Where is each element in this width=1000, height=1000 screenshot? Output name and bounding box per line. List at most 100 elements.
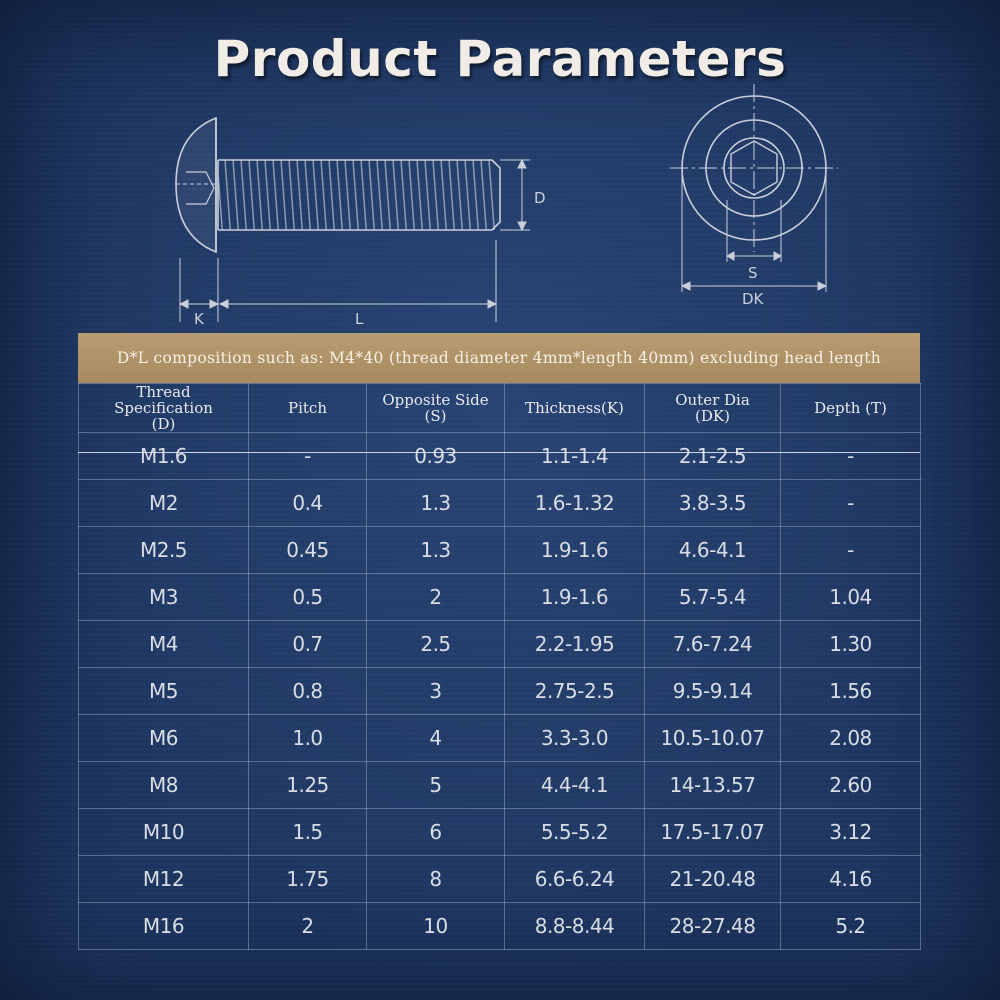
column-header-text: (DK): [695, 407, 730, 425]
table-cell-opposite-side: 2.5: [366, 620, 505, 668]
dimension-label-l: L: [355, 310, 364, 328]
table-cell-opposite-side: 2: [366, 573, 505, 621]
table-cell-thread-specification: M2.5: [78, 526, 249, 574]
table-cell-thickness: 1.6-1.32: [504, 479, 645, 527]
table-cell-thread-specification: M12: [78, 855, 249, 903]
column-header-opposite-side: Opposite Side (S): [366, 383, 505, 433]
table-cell-thread-specification: M8: [78, 761, 249, 809]
dimension-lines-top: [680, 172, 828, 292]
table-row: M6 1.0 4 3.3-3.0 10.5-10.07 2.08: [78, 714, 921, 762]
table-cell-thickness: 2.2-1.95: [504, 620, 645, 668]
table-cell-pitch: 0.4: [248, 479, 367, 527]
table-cell-thickness: 1.9-1.6: [504, 526, 645, 574]
table-cell-outer-dia: 28-27.48: [644, 902, 781, 950]
table-cell-opposite-side: 4: [366, 714, 505, 762]
table-cell-thread-specification: M6: [78, 714, 249, 762]
table-cell-outer-dia: 21-20.48: [644, 855, 781, 903]
table-cell-outer-dia: 4.6-4.1: [644, 526, 781, 574]
table-row: M16 2 10 8.8-8.44 28-27.48 5.2: [78, 902, 921, 950]
table-cell-pitch: 1.25: [248, 761, 367, 809]
page-title: Product Parameters: [213, 30, 787, 88]
table-row: M1.6-0.93 1.1-1.4 2.1-2.5-: [78, 432, 921, 480]
column-header-thread-specification: Thread Specification (D): [78, 383, 249, 433]
table-cell-thickness: 6.6-6.24: [504, 855, 645, 903]
table-cell-outer-dia: 3.8-3.5: [644, 479, 781, 527]
parameter-table: Thread Specification (D) Pitch Opposite Side…: [78, 383, 921, 950]
column-header-text: Thread: [136, 383, 191, 401]
column-header-text: (D): [151, 415, 176, 433]
table-row: M3 0.5 2 1.9-1.6 5.7-5.4 1.04: [78, 573, 921, 621]
column-header-text: Pitch: [288, 399, 327, 417]
column-header-text: Outer Dia: [675, 391, 750, 409]
table-cell-thread-specification: M2: [78, 479, 249, 527]
table-cell-thickness: 1.1-1.4: [504, 432, 645, 480]
table-cell-opposite-side: 8: [366, 855, 505, 903]
dimension-lines-side: [178, 158, 530, 322]
table-rule-line: [78, 452, 920, 453]
screw-top-view: [670, 84, 838, 252]
table-cell-thread-specification: M3: [78, 573, 249, 621]
table-cell-opposite-side: 6: [366, 808, 505, 856]
table-cell-depth: -: [780, 479, 921, 527]
table-cell-opposite-side: 1.3: [366, 479, 505, 527]
table-row: M4 0.7 2.5 2.2-1.95 7.6-7.24 1.30: [78, 620, 921, 668]
dimension-label-k: K: [194, 310, 205, 328]
table-cell-thread-specification: M16: [78, 902, 249, 950]
table-cell-depth: 3.12: [780, 808, 921, 856]
table-body: M1.6-0.93 1.1-1.4 2.1-2.5- M2 0.4 1.3 1.6-1.32…: [78, 432, 921, 950]
table-cell-opposite-side: 3: [366, 667, 505, 715]
table-cell-pitch: 2: [248, 902, 367, 950]
table-cell-outer-dia: 7.6-7.24: [644, 620, 781, 668]
table-row: M2 0.4 1.3 1.6-1.32 3.8-3.5-: [78, 479, 921, 527]
screw-technical-drawing: D K L S DK: [175, 84, 838, 328]
column-header-text: (S): [424, 407, 447, 425]
dimension-label-dk: DK: [742, 290, 765, 308]
table-cell-outer-dia: 17.5-17.07: [644, 808, 781, 856]
column-header-text: Thickness(K): [525, 399, 624, 417]
column-header-text: Depth (T): [814, 399, 887, 417]
table-cell-depth: 1.30: [780, 620, 921, 668]
table-cell-depth: -: [780, 526, 921, 574]
table-cell-opposite-side: 1.3: [366, 526, 505, 574]
table-cell-thickness: 5.5-5.2: [504, 808, 645, 856]
table-cell-pitch: 0.7: [248, 620, 367, 668]
table-cell-depth: 2.60: [780, 761, 921, 809]
table-cell-pitch: 0.45: [248, 526, 367, 574]
table-row: M8 1.25 5 4.4-4.1 14-13.57 2.60: [78, 761, 921, 809]
dimension-label-d: D: [534, 189, 546, 207]
table-cell-outer-dia: 10.5-10.07: [644, 714, 781, 762]
table-cell-thread-specification: M4: [78, 620, 249, 668]
column-header-text: Specification: [114, 399, 213, 417]
table-cell-pitch: 1.75: [248, 855, 367, 903]
table-row: M5 0.8 3 2.75-2.5 9.5-9.14 1.56: [78, 667, 921, 715]
table-cell-thickness: 1.9-1.6: [504, 573, 645, 621]
composition-note: D*L composition such as: M4*40 (thread d…: [78, 333, 920, 383]
table-cell-outer-dia: 9.5-9.14: [644, 667, 781, 715]
table-cell-depth: 1.56: [780, 667, 921, 715]
table-cell-thickness: 4.4-4.1: [504, 761, 645, 809]
table-row: M10 1.5 6 5.5-5.2 17.5-17.07 3.12: [78, 808, 921, 856]
screw-side-view: [175, 116, 501, 254]
table-cell-opposite-side: 10: [366, 902, 505, 950]
column-header-pitch: Pitch: [248, 383, 367, 433]
column-header-thickness: Thickness(K): [504, 383, 645, 433]
table-cell-depth: -: [780, 432, 921, 480]
table-cell-pitch: 0.8: [248, 667, 367, 715]
table-cell-thickness: 8.8-8.44: [504, 902, 645, 950]
table-cell-outer-dia: 2.1-2.5: [644, 432, 781, 480]
table-cell-pitch: 1.5: [248, 808, 367, 856]
table-cell-outer-dia: 14-13.57: [644, 761, 781, 809]
table-row: M12 1.75 8 6.6-6.24 21-20.48 4.16: [78, 855, 921, 903]
table-cell-depth: 1.04: [780, 573, 921, 621]
table-cell-pitch: 0.5: [248, 573, 367, 621]
column-header-outer-dia: Outer Dia (DK): [644, 383, 781, 433]
table-cell-depth: 5.2: [780, 902, 921, 950]
table-cell-opposite-side: 0.93: [366, 432, 505, 480]
table-cell-pitch: 1.0: [248, 714, 367, 762]
table-cell-opposite-side: 5: [366, 761, 505, 809]
table-cell-pitch: -: [248, 432, 367, 480]
table-row: M2.5 0.45 1.3 1.9-1.6 4.6-4.1-: [78, 526, 921, 574]
dimension-label-s: S: [748, 264, 758, 282]
table-cell-thread-specification: M10: [78, 808, 249, 856]
table-header-row: Thread Specification (D) Pitch Opposite Side…: [78, 383, 921, 433]
